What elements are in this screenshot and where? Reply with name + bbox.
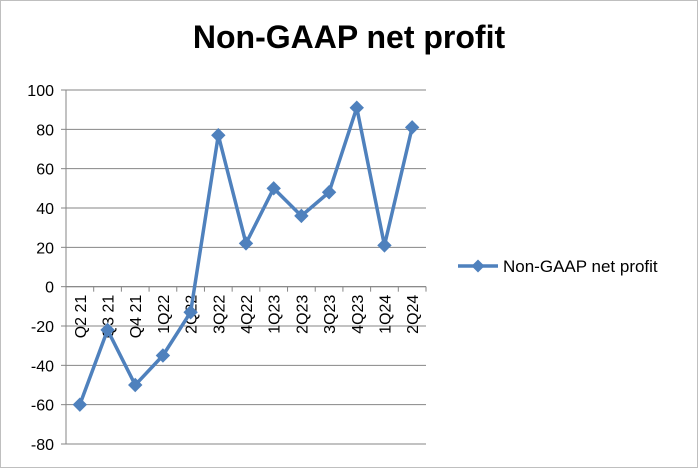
x-tick-label: 3Q23 [322, 295, 339, 334]
legend-label: Non-GAAP net profit [503, 257, 658, 276]
y-tick-label: 60 [36, 162, 54, 179]
data-point [155, 348, 171, 363]
gridlines [66, 89, 426, 445]
data-point [377, 238, 392, 253]
x-tick-label: Q4 21 [128, 295, 145, 339]
y-tick-label: -40 [31, 358, 54, 375]
x-tick-label: Q2 21 [73, 295, 90, 339]
legend: Non-GAAP net profit [458, 257, 658, 276]
legend-marker [471, 259, 485, 273]
data-point [349, 100, 364, 115]
series-layer [72, 100, 420, 412]
x-tick-label: 1Q22 [156, 295, 173, 334]
y-tick-label: -80 [31, 437, 54, 454]
y-tick-label: 40 [36, 201, 54, 218]
x-tick-label: 2Q24 [405, 295, 422, 334]
x-tick-label: 1Q24 [377, 295, 394, 334]
y-tick-label: 80 [36, 122, 54, 139]
series-line [78, 105, 414, 406]
data-point [266, 181, 281, 196]
y-tick-label: -20 [31, 319, 54, 336]
y-tick-label: 0 [45, 280, 54, 297]
y-axis-ticks: 100 80 60 40 20 0 -20 -40 -60 -80 [27, 83, 66, 454]
data-point [404, 120, 420, 135]
data-point [128, 377, 143, 393]
data-point [294, 208, 309, 224]
x-tick-label: 4Q23 [350, 295, 367, 334]
y-tick-label: 100 [27, 83, 54, 100]
data-point [72, 397, 88, 412]
y-tick-label: 20 [36, 240, 54, 257]
y-tick-label: -60 [31, 398, 54, 415]
data-point [211, 128, 226, 143]
x-tick-label: 4Q22 [239, 295, 256, 334]
data-point [183, 305, 198, 320]
chart-title: Non-GAAP net profit [192, 19, 506, 55]
x-tick-label: 1Q23 [267, 295, 284, 334]
axes [65, 90, 426, 444]
data-point [321, 185, 337, 200]
data-point [100, 322, 115, 338]
data-point [238, 236, 254, 251]
x-tick-label: 2Q23 [294, 295, 311, 334]
x-tick-label: 3Q22 [211, 295, 228, 334]
